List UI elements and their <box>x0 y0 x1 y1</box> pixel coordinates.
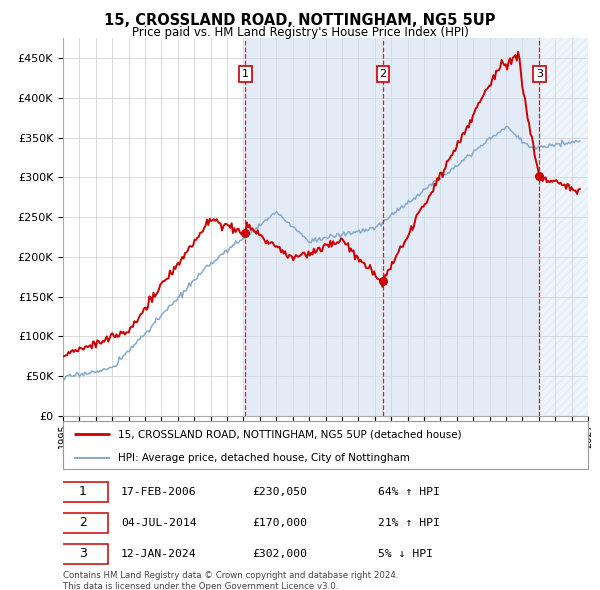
Text: 2: 2 <box>379 69 386 79</box>
Text: 17-FEB-2006: 17-FEB-2006 <box>121 487 196 497</box>
Text: 04-JUL-2014: 04-JUL-2014 <box>121 518 196 527</box>
Text: HPI: Average price, detached house, City of Nottingham: HPI: Average price, detached house, City… <box>118 453 410 463</box>
Text: 21% ↑ HPI: 21% ↑ HPI <box>378 518 440 527</box>
Text: 3: 3 <box>536 69 543 79</box>
Text: 3: 3 <box>79 548 86 560</box>
Text: Contains HM Land Registry data © Crown copyright and database right 2024.
This d: Contains HM Land Registry data © Crown c… <box>63 571 398 590</box>
Bar <box>539 38 588 416</box>
Text: 15, CROSSLAND ROAD, NOTTINGHAM, NG5 5UP (detached house): 15, CROSSLAND ROAD, NOTTINGHAM, NG5 5UP … <box>118 429 462 439</box>
FancyBboxPatch shape <box>58 544 107 564</box>
FancyBboxPatch shape <box>63 421 588 469</box>
Text: 2: 2 <box>79 516 86 529</box>
Bar <box>245 38 383 416</box>
Text: £230,050: £230,050 <box>252 487 307 497</box>
Text: 15, CROSSLAND ROAD, NOTTINGHAM, NG5 5UP: 15, CROSSLAND ROAD, NOTTINGHAM, NG5 5UP <box>104 13 496 28</box>
Text: £302,000: £302,000 <box>252 549 307 559</box>
FancyBboxPatch shape <box>58 481 107 501</box>
Bar <box>383 38 539 416</box>
FancyBboxPatch shape <box>58 513 107 533</box>
Text: Price paid vs. HM Land Registry's House Price Index (HPI): Price paid vs. HM Land Registry's House … <box>131 26 469 39</box>
Text: 12-JAN-2024: 12-JAN-2024 <box>121 549 196 559</box>
Text: 1: 1 <box>242 69 249 79</box>
Text: £170,000: £170,000 <box>252 518 307 527</box>
Text: 1: 1 <box>79 485 86 498</box>
Text: 5% ↓ HPI: 5% ↓ HPI <box>378 549 433 559</box>
Text: 64% ↑ HPI: 64% ↑ HPI <box>378 487 440 497</box>
